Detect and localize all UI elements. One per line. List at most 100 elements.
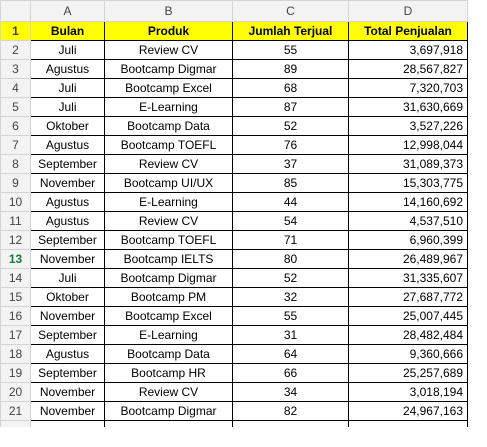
cell-produk[interactable]: Bootcamp TOEFL (104, 135, 233, 155)
cell-produk[interactable]: Bootcamp Digmar (104, 59, 233, 79)
row-number[interactable]: 3 (0, 59, 31, 79)
cell-produk[interactable]: Review CV (104, 211, 233, 231)
cell-total[interactable]: 26,489,967 (348, 249, 468, 269)
cell-bulan[interactable]: November (30, 306, 105, 326)
cell-bulan[interactable]: Oktober (30, 287, 105, 307)
cell-total[interactable]: 31,089,373 (348, 154, 468, 174)
cell-produk[interactable]: Bootcamp TOEFL (104, 230, 233, 250)
cell-total[interactable]: 3,697,918 (348, 40, 468, 60)
cell-jumlah[interactable]: 37 (232, 154, 349, 174)
cell-bulan[interactable]: September (30, 325, 105, 345)
cell-jumlah[interactable]: 64 (232, 344, 349, 364)
cell-produk[interactable]: Bootcamp UI/UX (104, 173, 233, 193)
cell-jumlah[interactable]: 55 (232, 40, 349, 60)
cell-jumlah[interactable]: 82 (232, 401, 349, 421)
row-number[interactable]: 4 (0, 78, 31, 98)
cell-total[interactable]: 25,257,689 (348, 363, 468, 383)
row-number[interactable]: 17 (0, 325, 31, 345)
cell-total[interactable]: 3,018,194 (348, 382, 468, 402)
empty-cell[interactable] (232, 420, 349, 427)
cell-total[interactable]: 6,960,399 (348, 230, 468, 250)
column-header-a[interactable]: A (30, 0, 105, 22)
cell-total[interactable]: 3,527,226 (348, 116, 468, 136)
cell-total[interactable]: 31,335,607 (348, 268, 468, 288)
cell-bulan[interactable]: September (30, 154, 105, 174)
select-all-corner[interactable] (0, 0, 31, 22)
cell-total[interactable]: 14,160,692 (348, 192, 468, 212)
cell-jumlah[interactable]: 87 (232, 97, 349, 117)
cell-jumlah[interactable]: 55 (232, 306, 349, 326)
cell-produk[interactable]: E-Learning (104, 325, 233, 345)
row-number[interactable]: 13 (0, 249, 31, 269)
cell-produk[interactable]: Bootcamp Data (104, 344, 233, 364)
row-number[interactable]: 11 (0, 211, 31, 231)
row-number[interactable]: 9 (0, 173, 31, 193)
row-number[interactable]: 8 (0, 154, 31, 174)
cell-produk[interactable]: E-Learning (104, 192, 233, 212)
cell-produk[interactable]: Bootcamp Digmar (104, 268, 233, 288)
cell-bulan[interactable]: Juli (30, 97, 105, 117)
cell-bulan[interactable]: Oktober (30, 116, 105, 136)
cell-bulan[interactable]: Agustus (30, 192, 105, 212)
cell-bulan[interactable]: Agustus (30, 59, 105, 79)
row-number[interactable]: 5 (0, 97, 31, 117)
cell-jumlah[interactable]: 68 (232, 78, 349, 98)
column-header-b[interactable]: B (104, 0, 233, 22)
row-number[interactable]: 16 (0, 306, 31, 326)
cell-jumlah[interactable]: 76 (232, 135, 349, 155)
column-header-c[interactable]: C (232, 0, 349, 22)
cell-bulan[interactable]: Juli (30, 268, 105, 288)
cell-produk[interactable]: Bootcamp Excel (104, 306, 233, 326)
row-number[interactable]: 10 (0, 192, 31, 212)
cell-produk[interactable]: Bootcamp Excel (104, 78, 233, 98)
header-cell-jumlah[interactable]: Jumlah Terjual (232, 21, 349, 41)
cell-produk[interactable]: Bootcamp HR (104, 363, 233, 383)
header-cell-bulan[interactable]: Bulan (30, 21, 105, 41)
cell-total[interactable]: 31,630,669 (348, 97, 468, 117)
cell-jumlah[interactable]: 66 (232, 363, 349, 383)
cell-produk[interactable]: E-Learning (104, 97, 233, 117)
cell-produk[interactable]: Review CV (104, 40, 233, 60)
cell-total[interactable]: 7,320,703 (348, 78, 468, 98)
cell-bulan[interactable]: November (30, 173, 105, 193)
cell-jumlah[interactable]: 32 (232, 287, 349, 307)
cell-bulan[interactable]: September (30, 363, 105, 383)
header-cell-produk[interactable]: Produk (104, 21, 233, 41)
row-number[interactable] (0, 420, 31, 427)
column-header-d[interactable]: D (348, 0, 468, 22)
cell-produk[interactable]: Bootcamp PM (104, 287, 233, 307)
cell-jumlah[interactable]: 34 (232, 382, 349, 402)
empty-cell[interactable] (104, 420, 233, 427)
cell-jumlah[interactable]: 71 (232, 230, 349, 250)
cell-bulan[interactable]: Agustus (30, 211, 105, 231)
row-number[interactable]: 21 (0, 401, 31, 421)
cell-jumlah[interactable]: 54 (232, 211, 349, 231)
cell-bulan[interactable]: Agustus (30, 135, 105, 155)
header-cell-total[interactable]: Total Penjualan (348, 21, 468, 41)
row-number[interactable]: 1 (0, 21, 31, 41)
empty-cell[interactable] (30, 420, 105, 427)
cell-produk[interactable]: Bootcamp Digmar (104, 401, 233, 421)
row-number[interactable]: 12 (0, 230, 31, 250)
cell-produk[interactable]: Review CV (104, 154, 233, 174)
row-number[interactable]: 19 (0, 363, 31, 383)
cell-total[interactable]: 28,567,827 (348, 59, 468, 79)
cell-jumlah[interactable]: 52 (232, 268, 349, 288)
cell-bulan[interactable]: Juli (30, 78, 105, 98)
cell-total[interactable]: 28,482,484 (348, 325, 468, 345)
cell-total[interactable]: 4,537,510 (348, 211, 468, 231)
row-number[interactable]: 14 (0, 268, 31, 288)
cell-jumlah[interactable]: 89 (232, 59, 349, 79)
cell-bulan[interactable]: Agustus (30, 344, 105, 364)
empty-cell[interactable] (348, 420, 468, 427)
row-number[interactable]: 15 (0, 287, 31, 307)
cell-bulan[interactable]: November (30, 401, 105, 421)
cell-bulan[interactable]: November (30, 249, 105, 269)
cell-jumlah[interactable]: 85 (232, 173, 349, 193)
cell-jumlah[interactable]: 52 (232, 116, 349, 136)
cell-bulan[interactable]: Juli (30, 40, 105, 60)
cell-total[interactable]: 12,998,044 (348, 135, 468, 155)
row-number[interactable]: 6 (0, 116, 31, 136)
row-number[interactable]: 18 (0, 344, 31, 364)
cell-bulan[interactable]: November (30, 382, 105, 402)
